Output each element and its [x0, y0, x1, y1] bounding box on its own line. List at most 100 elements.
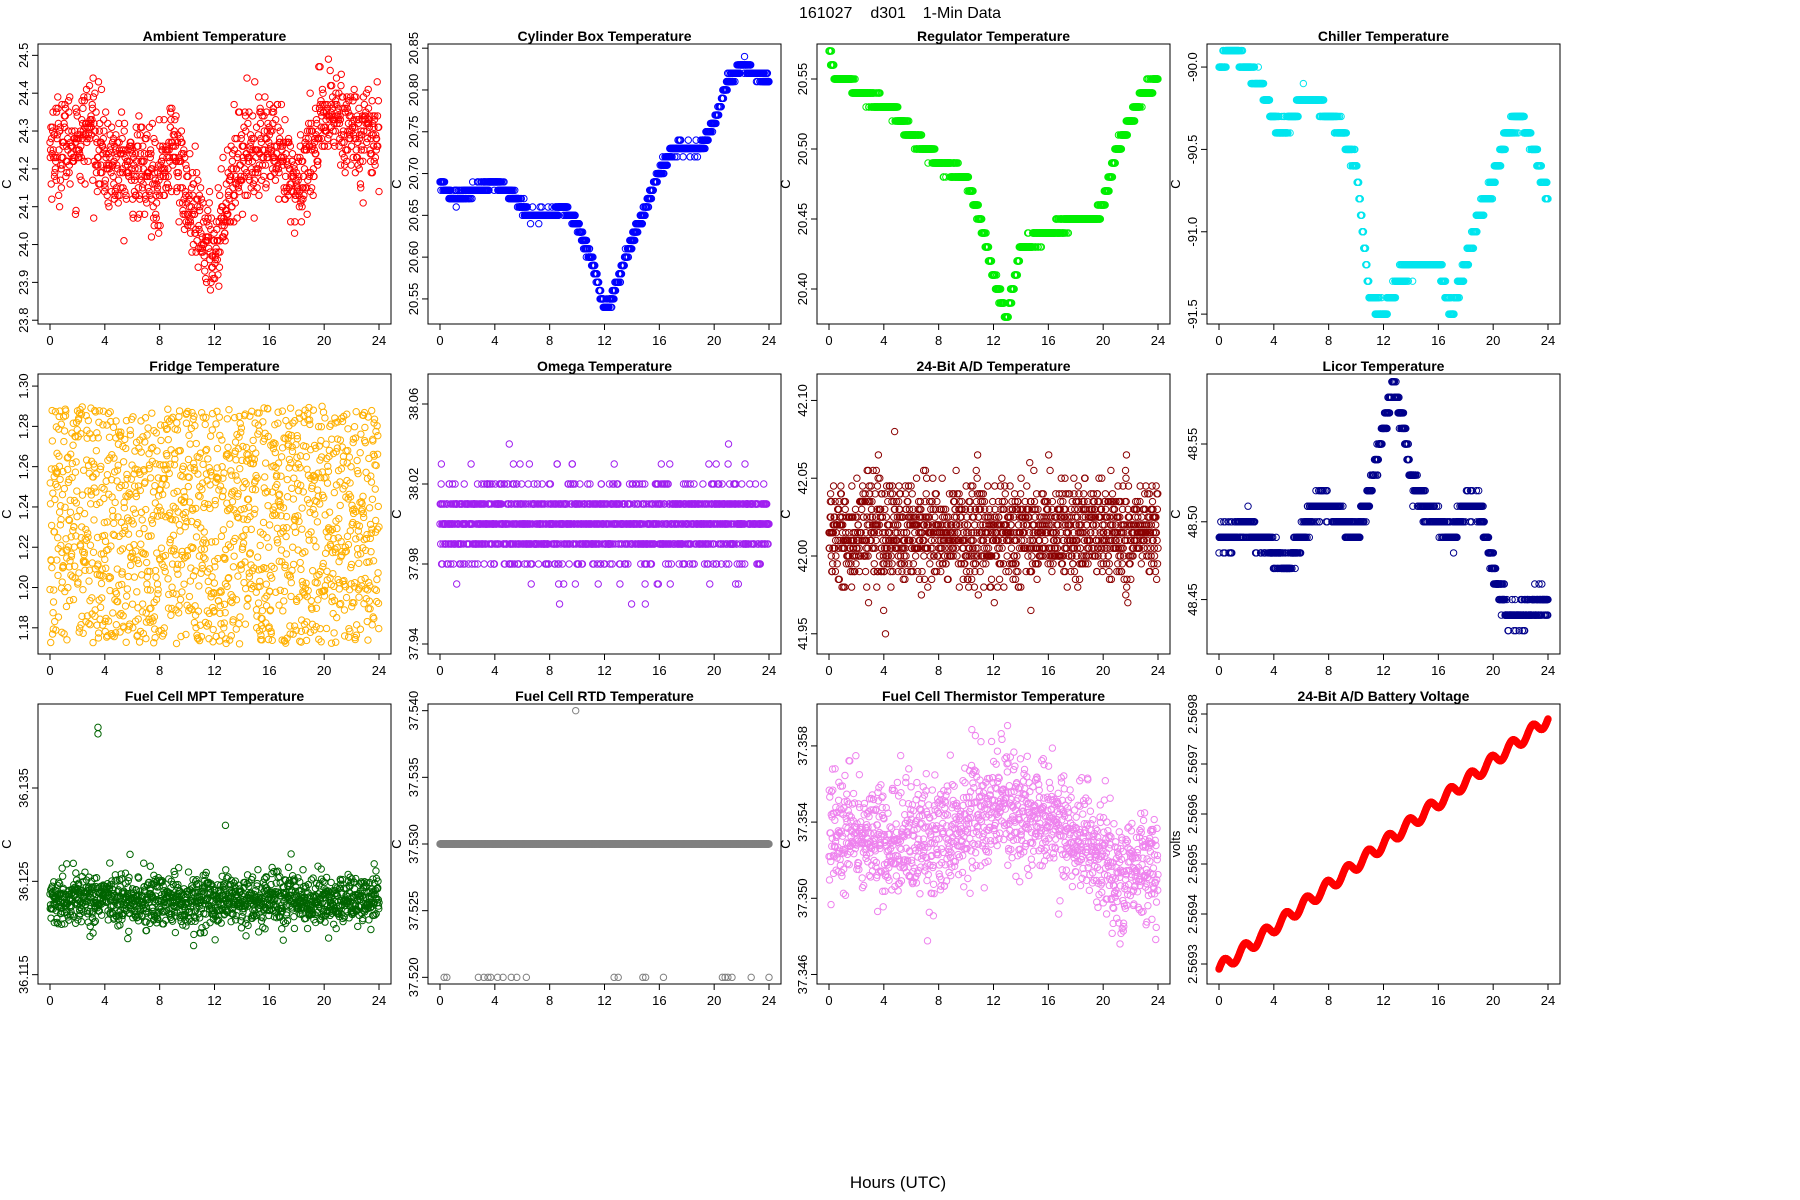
x-tick-label: 0: [436, 333, 443, 348]
data-point: [286, 142, 295, 150]
data-point: [1010, 285, 1018, 293]
data-point: [827, 47, 836, 55]
data-point: [339, 93, 347, 101]
data-point: [299, 184, 307, 192]
data-point: [160, 115, 168, 124]
data-point: [336, 134, 344, 143]
data-point: [351, 168, 360, 177]
data-point: [355, 134, 364, 143]
data-point: [193, 237, 201, 245]
data-point: [289, 168, 297, 177]
data-point: [288, 150, 297, 158]
data-point: [195, 225, 203, 234]
data-point: [213, 237, 222, 245]
data-point: [88, 100, 96, 109]
data-point: [216, 191, 224, 200]
data-point: [104, 119, 112, 128]
data-point: [266, 100, 274, 109]
data-point: [171, 115, 179, 124]
data-point: [221, 229, 229, 237]
data-point: [1254, 63, 1263, 71]
data-point: [763, 69, 772, 77]
x-tick-label: 16: [1431, 333, 1445, 348]
data-point: [526, 220, 535, 228]
x-tick-label: 20: [1486, 333, 1500, 348]
data-point: [310, 146, 319, 154]
data-point: [85, 81, 94, 90]
data-point: [157, 157, 166, 166]
data-point: [671, 153, 679, 161]
data-point: [313, 119, 321, 128]
data-point: [275, 195, 283, 203]
x-tick-label: 4: [1270, 333, 1277, 348]
data-point: [215, 263, 224, 271]
data-point: [233, 134, 241, 143]
data-point: [1013, 271, 1022, 279]
data-point: [336, 112, 344, 120]
data-point: [178, 138, 186, 147]
data-point: [160, 191, 169, 200]
data-point: [140, 157, 148, 166]
data-point: [342, 157, 351, 166]
data-point: [278, 153, 286, 162]
data-point: [283, 157, 291, 166]
data-point: [292, 180, 301, 188]
data-point: [255, 191, 263, 200]
data-point: [917, 131, 926, 139]
data-point: [347, 142, 356, 150]
data-point: [80, 157, 88, 166]
data-point: [119, 146, 128, 154]
y-axis-label: C: [1168, 179, 1183, 188]
data-point: [317, 123, 325, 131]
data-point: [133, 131, 142, 139]
data-point: [610, 295, 618, 303]
data-point: [677, 136, 685, 144]
data-point: [53, 134, 61, 143]
data-point: [653, 178, 661, 186]
data-point: [249, 146, 257, 154]
data-point: [299, 172, 308, 181]
data-point: [287, 180, 295, 188]
y-tick-label: 20.45: [795, 203, 810, 236]
data-point: [172, 187, 181, 196]
y-tick-label: 24.3: [16, 118, 31, 143]
data-point: [213, 255, 222, 264]
data-point: [336, 161, 345, 169]
data-point: [337, 81, 345, 90]
data-point: [281, 172, 290, 181]
data-point: [292, 191, 300, 200]
y-tick-label: 24.2: [16, 156, 31, 181]
figure-title-desc: 1-Min Data: [923, 5, 1001, 22]
data-point: [303, 127, 312, 135]
data-point: [987, 257, 996, 265]
x-tick-label: 16: [1041, 333, 1055, 348]
data-point: [128, 150, 137, 158]
data-point: [56, 176, 65, 184]
data-point: [354, 138, 362, 147]
data-point: [260, 112, 268, 120]
data-point: [294, 157, 303, 166]
data-point: [91, 127, 99, 135]
data-point: [195, 191, 204, 200]
data-point: [316, 108, 325, 116]
data-point: [332, 89, 340, 97]
y-tick-label: -90.5: [1185, 135, 1200, 165]
data-point: [230, 100, 238, 109]
data-point: [982, 229, 990, 237]
data-point: [205, 199, 213, 207]
data-point: [254, 93, 263, 101]
data-point: [257, 138, 266, 147]
data-point: [225, 195, 233, 203]
data-point: [155, 115, 163, 124]
data-point: [147, 233, 156, 241]
data-point: [188, 248, 196, 256]
data-point: [356, 157, 364, 166]
data-point: [130, 172, 138, 181]
data-point: [155, 191, 164, 200]
y-tick-label: -91.0: [1185, 217, 1200, 247]
data-point: [257, 176, 266, 184]
data-point: [293, 153, 302, 162]
data-point: [46, 146, 55, 154]
data-point: [144, 150, 153, 158]
